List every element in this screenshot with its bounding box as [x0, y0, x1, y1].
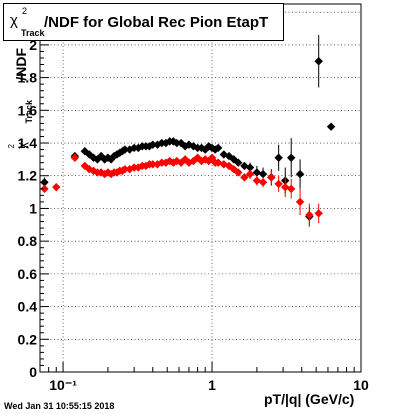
- data-point: [148, 140, 157, 149]
- title-subscript: Track: [21, 28, 45, 38]
- data-point: [305, 210, 314, 220]
- x-tick-label: 10: [353, 377, 369, 393]
- y-axis-label-main: /NDF: [13, 48, 29, 81]
- data-point: [106, 155, 116, 164]
- data-point: [326, 122, 336, 131]
- y-tick-label: 1.2: [18, 168, 38, 184]
- y-tick-label: 0.6: [18, 266, 38, 282]
- data-point: [204, 142, 213, 151]
- data-point: [96, 168, 106, 177]
- data-point: [245, 163, 255, 172]
- data-point: [258, 178, 268, 187]
- data-point: [204, 156, 213, 166]
- data-point: [93, 155, 102, 164]
- data-point: [281, 182, 290, 192]
- data-point: [103, 153, 113, 162]
- data-point: [106, 169, 116, 179]
- y-axis-label: /NDF Track χ 2: [6, 48, 38, 158]
- data-point: [240, 173, 249, 182]
- y-axis-label-chi: χ: [14, 142, 29, 149]
- y-tick-label: 0.8: [18, 233, 38, 249]
- data-point: [109, 151, 119, 161]
- series-red: [40, 153, 323, 227]
- chart-data-layer: [40, 35, 336, 227]
- data-point: [148, 160, 157, 169]
- data-point: [40, 184, 49, 194]
- y-tick-label: 0.4: [18, 299, 38, 315]
- data-point: [234, 158, 243, 167]
- data-point: [287, 184, 296, 194]
- y-tick-label: 0.2: [18, 331, 38, 347]
- x-tick-label: 10⁻¹: [49, 377, 77, 393]
- chart-title-box: χ 2 Track /NDF for Global Rec Pion EtapT: [3, 3, 284, 41]
- y-tick-label: 1.8: [18, 70, 38, 86]
- data-point: [214, 143, 223, 153]
- plot-frame: [39, 3, 362, 373]
- data-point: [245, 169, 255, 179]
- x-tick-label: 1: [208, 377, 216, 393]
- chart-title: /NDF for Global Rec Pion EtapT: [44, 14, 269, 31]
- data-point: [70, 153, 80, 162]
- data-point: [120, 145, 130, 154]
- data-point: [112, 168, 122, 177]
- data-point: [295, 169, 305, 179]
- y-tick-label: 1.6: [18, 102, 38, 118]
- data-point: [314, 57, 323, 66]
- data-point: [100, 155, 109, 164]
- data-point: [229, 155, 239, 164]
- data-point: [89, 166, 98, 176]
- y-tick-label: 1: [29, 200, 37, 216]
- data-point: [40, 178, 49, 187]
- data-point: [234, 168, 243, 177]
- data-point: [172, 138, 181, 148]
- y-tick-label: 0: [29, 364, 37, 380]
- data-point: [120, 164, 130, 174]
- data-point: [145, 142, 154, 151]
- data-point: [89, 153, 98, 162]
- y-tick-label: 2: [29, 37, 37, 53]
- x-axis-label: pT/|q| (GeV/c): [264, 391, 355, 407]
- y-axis-label-subscript: Track: [24, 100, 34, 124]
- data-point: [267, 173, 276, 182]
- data-point: [252, 176, 262, 185]
- data-point: [172, 156, 181, 166]
- data-point: [103, 168, 113, 177]
- y-axis-label-superscript: 2: [7, 144, 16, 149]
- data-point: [153, 140, 162, 149]
- data-point: [287, 153, 296, 162]
- data-point: [314, 209, 323, 218]
- data-point: [100, 169, 109, 179]
- data-point: [52, 182, 61, 192]
- timestamp: Wed Jan 31 10:55:15 2018: [4, 401, 115, 411]
- title-chi-symbol: χ: [10, 12, 18, 29]
- title-superscript: 2: [22, 6, 28, 16]
- data-point: [274, 153, 283, 162]
- data-point: [258, 169, 268, 179]
- data-point: [274, 179, 283, 189]
- data-point: [252, 168, 262, 177]
- y-tick-label: 1.4: [18, 135, 38, 151]
- chart-grid: [40, 4, 361, 372]
- data-point: [295, 197, 305, 207]
